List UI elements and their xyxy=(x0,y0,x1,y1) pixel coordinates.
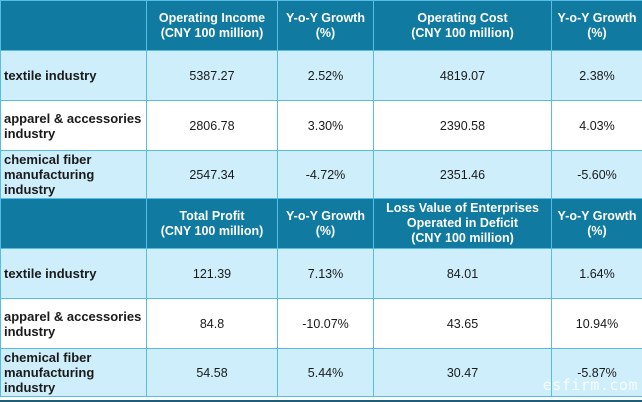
table-row: apparel & accessories industry 2806.78 3… xyxy=(0,100,642,151)
table-cell: -5.87% xyxy=(551,348,642,397)
table-cell: 2806.78 xyxy=(146,100,278,151)
header-cell-empty xyxy=(0,0,147,51)
row-label: apparel & accessories industry xyxy=(0,298,147,349)
table-cell: 2547.34 xyxy=(146,150,278,199)
table-cell: -10.07% xyxy=(277,298,374,349)
row-label: chemical fiber manufacturing industry xyxy=(0,150,147,199)
table-header-row-profit-loss: Total Profit (CNY 100 million) Y-o-Y Gro… xyxy=(0,198,642,249)
table-cell: 84.01 xyxy=(373,248,552,299)
table-cell: 2.52% xyxy=(277,50,374,101)
table-cell: 2390.58 xyxy=(373,100,552,151)
header-yoy-growth: Y-o-Y Growth (%) xyxy=(551,198,642,249)
table-cell: -4.72% xyxy=(277,150,374,199)
header-loss-value: Loss Value of Enterprises Operated in De… xyxy=(373,198,552,249)
table-cell: 30.47 xyxy=(373,348,552,397)
table-cell: 4.03% xyxy=(551,100,642,151)
table-cell: 121.39 xyxy=(146,248,278,299)
table-bottom-border xyxy=(0,400,642,402)
table-cell: 43.65 xyxy=(373,298,552,349)
header-operating-cost: Operating Cost (CNY 100 million) xyxy=(373,0,552,51)
table-cell: 7.13% xyxy=(277,248,374,299)
table-cell: 54.58 xyxy=(146,348,278,397)
row-label: textile industry xyxy=(0,248,147,299)
header-cell-empty xyxy=(0,198,147,249)
table-cell: 10.94% xyxy=(551,298,642,349)
table-cell: 5.44% xyxy=(277,348,374,397)
table-row: textile industry 121.39 7.13% 84.01 1.64… xyxy=(0,248,642,299)
header-yoy-growth: Y-o-Y Growth (%) xyxy=(551,0,642,51)
table-cell: -5.60% xyxy=(551,150,642,199)
table-cell: 5387.27 xyxy=(146,50,278,101)
table-cell: 2.38% xyxy=(551,50,642,101)
table-row: chemical fiber manufacturing industry 25… xyxy=(0,150,642,199)
table-cell: 4819.07 xyxy=(373,50,552,101)
table-row: chemical fiber manufacturing industry 54… xyxy=(0,348,642,397)
header-total-profit: Total Profit (CNY 100 million) xyxy=(146,198,278,249)
row-label: textile industry xyxy=(0,50,147,101)
table-header-row-income-cost: Operating Income (CNY 100 million) Y-o-Y… xyxy=(0,0,642,51)
row-label: chemical fiber manufacturing industry xyxy=(0,348,147,397)
table-row: apparel & accessories industry 84.8 -10.… xyxy=(0,298,642,349)
header-operating-income: Operating Income (CNY 100 million) xyxy=(146,0,278,51)
table-row: textile industry 5387.27 2.52% 4819.07 2… xyxy=(0,50,642,101)
header-yoy-growth: Y-o-Y Growth (%) xyxy=(277,198,374,249)
table-cell: 84.8 xyxy=(146,298,278,349)
table-cell: 2351.46 xyxy=(373,150,552,199)
table-cell: 1.64% xyxy=(551,248,642,299)
row-label: apparel & accessories industry xyxy=(0,100,147,151)
header-yoy-growth: Y-o-Y Growth (%) xyxy=(277,0,374,51)
table-cell: 3.30% xyxy=(277,100,374,151)
watermark: esfirm.com xyxy=(542,376,638,394)
